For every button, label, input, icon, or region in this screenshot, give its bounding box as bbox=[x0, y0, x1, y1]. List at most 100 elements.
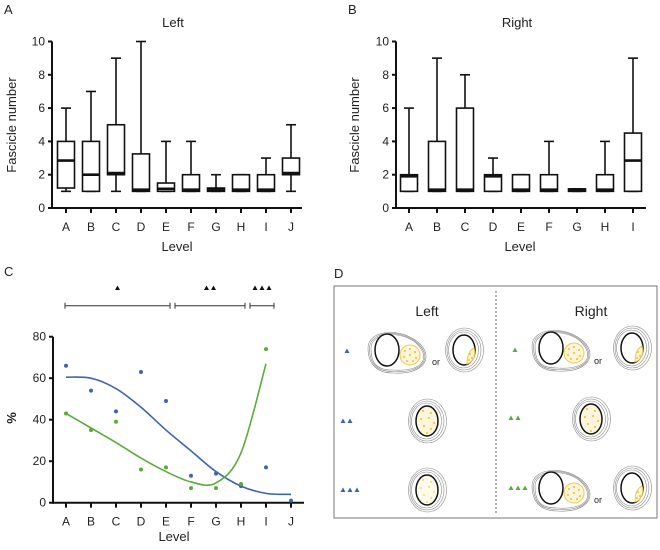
triangle-marker-icon bbox=[515, 485, 521, 490]
panel-d-diagram: Left Right or or or bbox=[333, 285, 658, 519]
fascicle-dot bbox=[411, 359, 415, 363]
fascicle-dot bbox=[470, 356, 474, 360]
x-axis-label: Level bbox=[158, 529, 189, 544]
epineurium-outline bbox=[616, 469, 647, 507]
box-iqr bbox=[256, 173, 276, 193]
diagram-right-title: Right bbox=[575, 303, 608, 319]
box-F bbox=[181, 140, 201, 193]
x-tick-label: I bbox=[264, 515, 267, 529]
fit-curve-left bbox=[65, 376, 292, 496]
epineurium-outline bbox=[409, 400, 445, 442]
or-label: or bbox=[432, 357, 440, 367]
box-A bbox=[399, 107, 419, 193]
data-point-left bbox=[214, 471, 218, 476]
y-tick-label: 2 bbox=[38, 168, 45, 182]
fascicle-dot bbox=[572, 491, 576, 495]
box-B bbox=[427, 57, 447, 193]
triangle-marker-icon bbox=[508, 415, 514, 420]
y-tick-label: 8 bbox=[382, 68, 389, 82]
box-F bbox=[539, 140, 559, 193]
fascicle-dot bbox=[427, 416, 431, 420]
data-point-left bbox=[114, 409, 118, 414]
epineurium-outline bbox=[446, 329, 482, 371]
x-tick-label: J bbox=[288, 220, 294, 234]
data-point-left bbox=[89, 388, 93, 393]
box-I bbox=[623, 57, 643, 193]
epineurium-outline bbox=[408, 398, 447, 444]
box-iqr bbox=[595, 173, 615, 193]
nerve-single-fascicle bbox=[613, 325, 652, 371]
x-tick-label: G bbox=[211, 220, 220, 234]
fascicle-dot bbox=[421, 478, 425, 482]
data-point-right bbox=[114, 419, 118, 424]
y-axis-label: Fascicle number bbox=[347, 77, 362, 173]
x-tick-label: E bbox=[162, 515, 170, 529]
fascicle-dot bbox=[638, 354, 642, 358]
x-tick-label: H bbox=[237, 515, 246, 529]
triangle-marker-icon bbox=[340, 418, 346, 423]
fascicle-dot bbox=[405, 359, 409, 363]
box-D bbox=[131, 40, 151, 193]
data-point-right bbox=[189, 486, 193, 491]
y-tick-label: 40 bbox=[33, 413, 47, 427]
box-G bbox=[567, 188, 587, 193]
epineurium-outline bbox=[411, 471, 442, 509]
fascicle-dot bbox=[583, 415, 587, 419]
main-fascicle-mixed bbox=[415, 474, 439, 506]
x-tick-label: B bbox=[87, 220, 95, 234]
box-H bbox=[231, 173, 251, 193]
diagram-left-title: Left bbox=[415, 303, 438, 319]
data-point-left bbox=[289, 498, 293, 503]
data-point-right bbox=[164, 465, 168, 470]
epineurium-outline bbox=[531, 470, 591, 512]
box-iqr bbox=[81, 140, 101, 193]
y-tick-label: 20 bbox=[33, 454, 47, 468]
x-tick-label: H bbox=[237, 220, 246, 234]
x-axis-label: Level bbox=[504, 239, 535, 254]
significance-bracket-A-E bbox=[64, 285, 171, 309]
fascicle-dot bbox=[586, 422, 590, 426]
epineurium-outline bbox=[614, 327, 650, 369]
box-iqr bbox=[156, 182, 176, 193]
x-tick-label: A bbox=[405, 220, 413, 234]
fascicle-dot bbox=[567, 487, 571, 491]
fascicle-dot bbox=[569, 357, 573, 361]
fascicle-dot bbox=[422, 493, 426, 497]
fascicle-dot bbox=[403, 349, 407, 353]
nerve-single-fascicle bbox=[408, 467, 447, 513]
y-axis-label: Fascicle number bbox=[4, 77, 19, 173]
fascicle-dot bbox=[636, 490, 640, 494]
panel-label-a: A bbox=[4, 2, 13, 17]
significance-bracket-F-H bbox=[174, 285, 246, 309]
triangle-marker-icon bbox=[347, 487, 353, 492]
panel-c-percent-scatter: % Level 0 20 40 60 80 A B C D E F G H I J bbox=[4, 285, 304, 544]
epineurium-outline bbox=[613, 465, 652, 511]
fascicle-dot bbox=[422, 424, 426, 428]
y-tick-label: 10 bbox=[376, 35, 390, 49]
fascicle-dot bbox=[429, 411, 433, 415]
fascicle-dot bbox=[413, 350, 417, 354]
box-iqr bbox=[281, 157, 301, 176]
x-tick-label: G bbox=[572, 220, 581, 234]
x-tick-label: G bbox=[211, 515, 220, 529]
fascicle-dot bbox=[408, 347, 412, 351]
triangle-marker-icon bbox=[115, 285, 120, 290]
fascicle-dot bbox=[467, 358, 471, 362]
epineurium-outline bbox=[614, 467, 650, 509]
or-label: or bbox=[594, 495, 602, 505]
data-point-right bbox=[239, 482, 243, 487]
data-point-right bbox=[214, 486, 218, 491]
box-B bbox=[81, 90, 101, 193]
fascicle-dot bbox=[638, 494, 642, 498]
box-H bbox=[595, 140, 615, 193]
y-tick-label: 4 bbox=[382, 134, 389, 148]
triangle-marker-icon bbox=[259, 285, 265, 290]
x-tick-label: E bbox=[517, 220, 525, 234]
fascicle-dot bbox=[577, 488, 581, 492]
fascicle-dot bbox=[636, 350, 640, 354]
box-iqr bbox=[231, 173, 251, 193]
y-tick-label: 0 bbox=[39, 496, 46, 510]
fascicle-dot bbox=[419, 417, 423, 421]
x-tick-label: C bbox=[112, 515, 121, 529]
box-iqr bbox=[131, 153, 151, 193]
